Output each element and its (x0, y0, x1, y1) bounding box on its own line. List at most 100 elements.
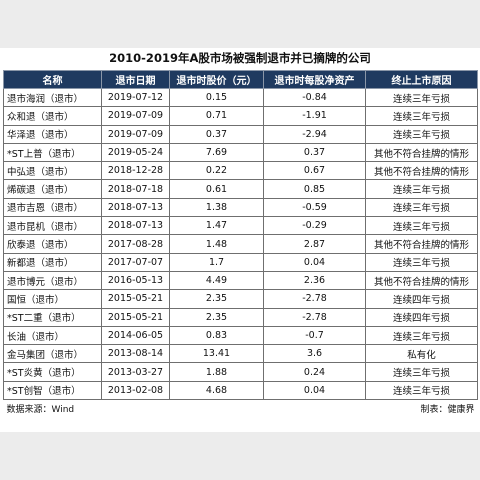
data-source: 数据来源：Wind (3, 399, 170, 417)
delist-date-cell: 2013-03-27 (101, 362, 170, 382)
reason-cell: 连续三年亏损 (365, 325, 478, 346)
table-row: 烯碳退（退市） 2018-07-18 0.61 0.85 连续三年亏损 (3, 179, 478, 199)
reason-cell: 连续三年亏损 (365, 124, 478, 144)
table-maker: 制表：健康界 (365, 399, 478, 417)
table-row: 退市海润（退市） 2019-07-12 0.15 -0.84 连续三年亏损 (3, 87, 478, 108)
delist-date-cell: 2018-12-28 (101, 161, 170, 181)
nav-per-share-cell: -0.7 (263, 325, 366, 346)
table-row: 中弘退（退市） 2018-12-28 0.22 0.67 其他不符合挂牌的情形 (3, 161, 478, 181)
price-cell: 1.47 (169, 216, 264, 236)
table-row: *ST二重（退市） 2015-05-21 2.35 -2.78 连续四年亏损 (3, 307, 478, 327)
company-name-cell: *ST二重（退市） (3, 307, 102, 327)
document-sheet: 2010-2019年A股市场被强制退市并已摘牌的公司 名称 退市日期 退市时股价… (0, 48, 480, 432)
company-name-cell: 众和退（退市） (3, 106, 102, 126)
delist-date-cell: 2016-05-13 (101, 270, 170, 291)
table-row: 华泽退（退市） 2019-07-09 0.37 -2.94 连续三年亏损 (3, 124, 478, 144)
table-row: 退市吉恩（退市） 2018-07-13 1.38 -0.59 连续三年亏损 (3, 197, 478, 218)
price-cell: 1.7 (169, 252, 264, 272)
delist-date-cell: 2019-07-12 (101, 87, 170, 108)
price-cell: 1.48 (169, 234, 264, 254)
col-header-price: 退市时股价（元） (169, 70, 264, 89)
company-name-cell: 退市昆机（退市） (3, 216, 102, 236)
nav-per-share-cell: 0.37 (263, 142, 366, 163)
company-name-cell: *ST炎黄（退市） (3, 362, 102, 382)
company-name-cell: 退市吉恩（退市） (3, 197, 102, 218)
footer-spacer (169, 399, 366, 417)
reason-cell: 连续三年亏损 (365, 380, 478, 401)
company-name-cell: 中弘退（退市） (3, 161, 102, 181)
price-cell: 2.35 (169, 307, 264, 327)
nav-per-share-cell: 0.04 (263, 380, 366, 401)
table-row: 长油（退市） 2014-06-05 0.83 -0.7 连续三年亏损 (3, 325, 478, 346)
nav-per-share-cell: -2.94 (263, 124, 366, 144)
delist-date-cell: 2017-08-28 (101, 234, 170, 254)
price-cell: 2.35 (169, 289, 264, 309)
reason-cell: 其他不符合挂牌的情形 (365, 142, 478, 163)
nav-per-share-cell: 3.6 (263, 344, 366, 364)
company-name-cell: 华泽退（退市） (3, 124, 102, 144)
col-header-date: 退市日期 (101, 70, 170, 89)
table-row: *ST创智（退市） 2013-02-08 4.68 0.04 连续三年亏损 (3, 380, 478, 401)
company-name-cell: *ST上普（退市） (3, 142, 102, 163)
company-name-cell: 金马集团（退市） (3, 344, 102, 364)
delist-date-cell: 2019-07-09 (101, 124, 170, 144)
price-cell: 1.38 (169, 197, 264, 218)
nav-per-share-cell: -2.78 (263, 307, 366, 327)
reason-cell: 连续四年亏损 (365, 307, 478, 327)
reason-cell: 连续三年亏损 (365, 106, 478, 126)
delist-date-cell: 2018-07-18 (101, 179, 170, 199)
price-cell: 4.68 (169, 380, 264, 401)
company-name-cell: 退市海润（退市） (3, 87, 102, 108)
nav-per-share-cell: -0.59 (263, 197, 366, 218)
table-row: 新都退（退市） 2017-07-07 1.7 0.04 连续三年亏损 (3, 252, 478, 272)
nav-per-share-cell: -0.29 (263, 216, 366, 236)
company-name-cell: *ST创智（退市） (3, 380, 102, 401)
price-cell: 0.37 (169, 124, 264, 144)
table-row: 众和退（退市） 2019-07-09 0.71 -1.91 连续三年亏损 (3, 106, 478, 126)
delist-date-cell: 2018-07-13 (101, 197, 170, 218)
reason-cell: 私有化 (365, 344, 478, 364)
nav-per-share-cell: -0.84 (263, 87, 366, 108)
nav-per-share-cell: 2.36 (263, 270, 366, 291)
nav-per-share-cell: 2.87 (263, 234, 366, 254)
company-name-cell: 烯碳退（退市） (3, 179, 102, 199)
price-cell: 13.41 (169, 344, 264, 364)
delist-date-cell: 2019-07-09 (101, 106, 170, 126)
price-cell: 1.88 (169, 362, 264, 382)
nav-per-share-cell: -1.91 (263, 106, 366, 126)
company-name-cell: 退市博元（退市） (3, 270, 102, 291)
table-row: *ST上普（退市） 2019-05-24 7.69 0.37 其他不符合挂牌的情形 (3, 142, 478, 163)
table-row: *ST炎黄（退市） 2013-03-27 1.88 0.24 连续三年亏损 (3, 362, 478, 382)
nav-per-share-cell: 0.24 (263, 362, 366, 382)
reason-cell: 连续三年亏损 (365, 179, 478, 199)
delist-date-cell: 2018-07-13 (101, 216, 170, 236)
nav-per-share-cell: 0.85 (263, 179, 366, 199)
reason-cell: 连续三年亏损 (365, 87, 478, 108)
nav-per-share-cell: 0.67 (263, 161, 366, 181)
col-header-name: 名称 (3, 70, 102, 89)
nav-per-share-cell: 0.04 (263, 252, 366, 272)
col-header-reason: 终止上市原因 (365, 70, 478, 89)
table-row: 国恒（退市） 2015-05-21 2.35 -2.78 连续四年亏损 (3, 289, 478, 309)
delist-date-cell: 2017-07-07 (101, 252, 170, 272)
reason-cell: 连续三年亏损 (365, 216, 478, 236)
reason-cell: 连续四年亏损 (365, 289, 478, 309)
table-title: 2010-2019年A股市场被强制退市并已摘牌的公司 (109, 51, 371, 65)
company-name-cell: 新都退（退市） (3, 252, 102, 272)
reason-cell: 连续三年亏损 (365, 197, 478, 218)
delist-date-cell: 2015-05-21 (101, 307, 170, 327)
delist-date-cell: 2019-05-24 (101, 142, 170, 163)
company-name-cell: 长油（退市） (3, 325, 102, 346)
company-name-cell: 欣泰退（退市） (3, 234, 102, 254)
delist-date-cell: 2013-08-14 (101, 344, 170, 364)
table-row: 退市昆机（退市） 2018-07-13 1.47 -0.29 连续三年亏损 (3, 216, 478, 236)
col-header-nav: 退市时每股净资产 (263, 70, 366, 89)
reason-cell: 连续三年亏损 (365, 362, 478, 382)
price-cell: 0.83 (169, 325, 264, 346)
price-cell: 0.71 (169, 106, 264, 126)
reason-cell: 其他不符合挂牌的情形 (365, 270, 478, 291)
table-row: 金马集团（退市） 2013-08-14 13.41 3.6 私有化 (3, 344, 478, 364)
nav-per-share-cell: -2.78 (263, 289, 366, 309)
delist-date-cell: 2015-05-21 (101, 289, 170, 309)
price-cell: 7.69 (169, 142, 264, 163)
